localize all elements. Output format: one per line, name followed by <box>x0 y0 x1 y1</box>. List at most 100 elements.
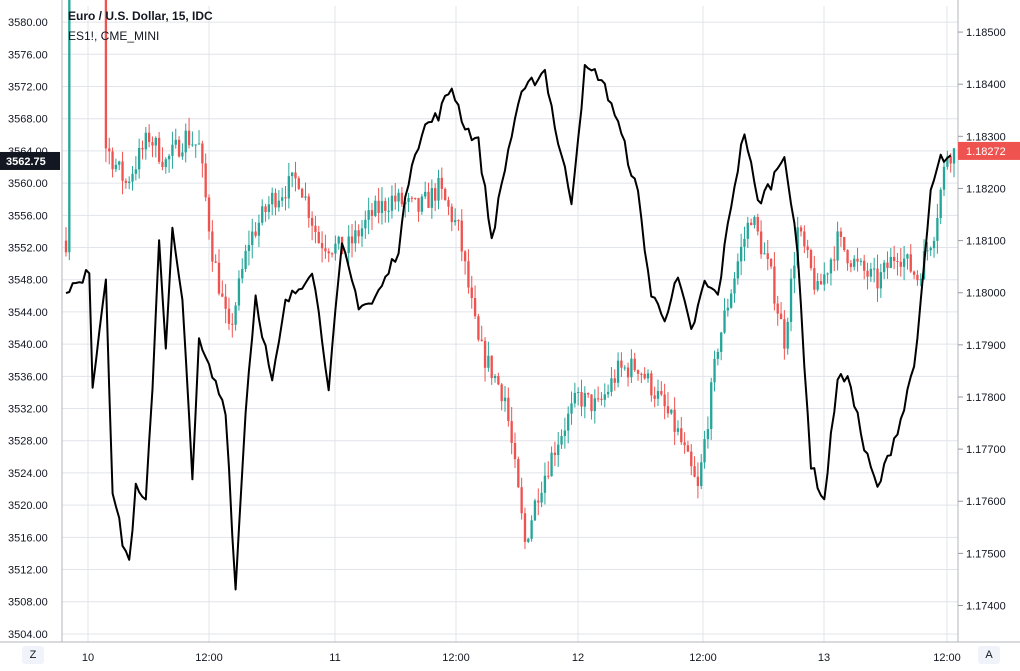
candle-body <box>763 253 766 255</box>
candle-body <box>134 169 138 174</box>
candle-body <box>104 0 108 149</box>
right-tick-label: 1.18000 <box>966 288 1006 300</box>
candle-body <box>939 189 942 218</box>
candle-body <box>853 258 856 267</box>
candle-body <box>706 429 710 440</box>
candle-body <box>670 409 673 414</box>
candle-body <box>700 462 703 486</box>
candle-body <box>630 358 633 378</box>
compare-symbol-legend[interactable]: ES1!, CME_MINI <box>68 29 160 43</box>
candle-body <box>892 256 896 261</box>
candle-body <box>537 500 540 503</box>
candle-body <box>843 236 846 251</box>
candle-body <box>457 220 460 222</box>
candle-body <box>460 220 463 252</box>
candle-body <box>826 273 829 275</box>
left-tick-label: 3568.00 <box>8 114 48 126</box>
candle-body <box>167 155 171 160</box>
left-scale-button[interactable]: Z <box>22 646 44 664</box>
time-tick-label: 11 <box>329 652 340 664</box>
candle-body <box>550 452 553 477</box>
candle-body <box>803 231 806 247</box>
candle-body <box>427 191 430 208</box>
candle-body <box>390 195 394 211</box>
candle-body <box>813 268 816 290</box>
right-price-axis[interactable]: 1.18500 1.18400 1.18300 1.18200 1.18100 1.180… <box>958 27 1006 613</box>
candle-body <box>171 144 174 156</box>
left-last-value-badge <box>0 151 60 170</box>
candle-body <box>370 210 374 216</box>
candle-body <box>613 378 616 383</box>
candle-body <box>217 262 221 294</box>
candle-body <box>490 355 493 378</box>
candle-body <box>596 398 600 400</box>
left-tick-label: 3572.00 <box>8 82 48 94</box>
candle-body <box>530 520 533 539</box>
auto-scale-button[interactable]: A <box>978 646 1000 664</box>
candle-body <box>467 261 470 288</box>
candle-body <box>620 360 623 368</box>
candle-body <box>407 197 410 203</box>
candle-body <box>493 376 497 378</box>
candle-body <box>896 260 899 262</box>
candle-body <box>540 492 543 503</box>
candle-body <box>849 263 853 267</box>
candle-body <box>380 201 384 214</box>
candle-body <box>327 251 330 254</box>
time-tick-label: 12:00 <box>195 652 223 664</box>
candle-body <box>420 196 424 212</box>
candle-body <box>414 197 417 199</box>
candle-body <box>274 192 277 208</box>
candle-body <box>816 281 819 290</box>
candle-body <box>271 192 274 205</box>
candle-body <box>214 261 217 263</box>
candle-body <box>693 466 696 477</box>
candle-body <box>108 148 111 152</box>
candle-body <box>952 148 956 164</box>
main-symbol-legend[interactable]: Euro / U.S. Dollar, 15, IDC <box>68 9 213 23</box>
candle-body <box>434 188 437 201</box>
left-tick-label: 3580.00 <box>8 17 48 29</box>
candle-body <box>337 236 340 244</box>
candle-body <box>290 172 294 177</box>
candle-body <box>786 321 789 349</box>
candle-body <box>207 197 211 232</box>
candle-body <box>863 260 866 271</box>
candle-body <box>623 367 626 369</box>
candle-body <box>281 197 284 201</box>
left-tick-label: 3560.00 <box>8 178 48 190</box>
left-tick-label: 3524.00 <box>8 468 48 480</box>
candle-body <box>720 332 723 352</box>
candle-body <box>783 319 786 349</box>
candle-body <box>869 268 873 277</box>
candle-body <box>141 147 144 150</box>
candle-body <box>224 296 227 309</box>
candle-body <box>656 391 660 399</box>
candle-body <box>347 236 350 254</box>
time-axis[interactable]: 10 12:00 11 12:00 12 12:00 13 12:00 <box>82 652 961 664</box>
candle-body <box>310 217 314 226</box>
candle-body <box>640 373 643 375</box>
candle-body <box>779 313 783 320</box>
candle-body <box>523 513 527 542</box>
candle-body <box>473 298 477 317</box>
candle-body <box>606 391 610 395</box>
candle-body <box>586 393 590 395</box>
candle-body <box>118 161 121 165</box>
candle-body <box>264 206 267 213</box>
candle-body <box>144 132 147 150</box>
candle-body <box>703 439 706 463</box>
candle-body <box>563 430 567 437</box>
candle-body <box>557 444 560 456</box>
candle-body <box>866 270 869 277</box>
candle-body <box>733 278 736 294</box>
candle-body <box>739 246 743 262</box>
left-tick-label: 3552.00 <box>8 243 48 255</box>
candle-body <box>856 258 859 262</box>
candle-body <box>593 398 596 412</box>
candle-body <box>294 172 297 179</box>
candle-body <box>317 231 320 244</box>
left-price-axis[interactable]: 3580.003576.003572.003568.003564.003560.… <box>8 17 48 641</box>
left-tick-label: 3576.00 <box>8 49 48 61</box>
